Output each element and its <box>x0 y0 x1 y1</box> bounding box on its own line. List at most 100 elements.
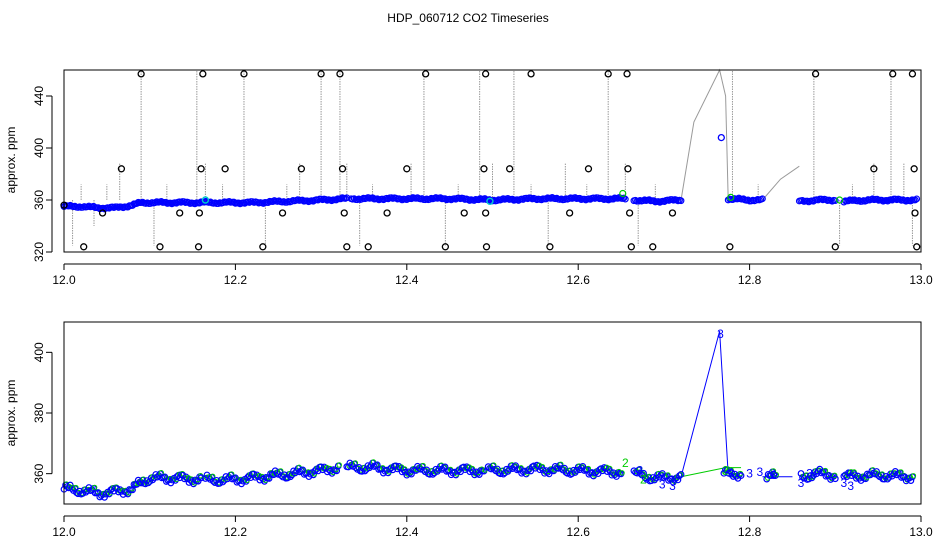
series-number-label: 3 <box>746 467 753 481</box>
blue-data-point <box>441 195 449 203</box>
blue-data-point <box>873 195 881 203</box>
black-outlier-point <box>338 165 347 173</box>
bottom-y-tick-label: 400 <box>32 342 46 362</box>
black-outlier-point <box>481 209 490 217</box>
blue-data-point <box>264 199 272 207</box>
black-outlier-point <box>194 243 203 251</box>
blue-data-point <box>907 477 915 485</box>
green-data-point <box>727 193 735 201</box>
black-outlier-point <box>584 165 593 173</box>
bottom-x-tick-label: 12.2 <box>224 525 248 539</box>
cyan-data-point <box>486 197 494 206</box>
blue-data-point <box>407 195 415 203</box>
black-outlier-point <box>221 165 229 173</box>
black-outlier-point <box>199 70 207 78</box>
blue-data-point <box>216 479 224 487</box>
blue-data-point <box>332 196 340 204</box>
blue-data-point <box>677 470 685 478</box>
black-outlier-point <box>482 243 491 251</box>
black-outlier-point <box>668 209 677 217</box>
blue-data-point <box>799 196 806 204</box>
series-number-label: 3 <box>717 327 724 341</box>
top-y-tick-label: 320 <box>32 242 46 262</box>
black-outlier-point <box>422 70 430 78</box>
blue-data-point <box>845 197 852 205</box>
black-outlier-point <box>176 209 184 217</box>
gray-connector-line <box>762 165 800 201</box>
series-number-label: 2 <box>640 473 647 487</box>
black-outlier-point <box>403 165 411 173</box>
black-outlier-point <box>195 209 204 217</box>
top-y-tick-label: 360 <box>32 190 46 210</box>
blue-data-point <box>162 198 170 206</box>
bottom-x-tick-label: 12.4 <box>395 525 419 539</box>
blue-data-point <box>674 476 682 484</box>
black-outlier-point <box>480 165 488 173</box>
bottom-x-tick-label: 12.8 <box>738 525 762 539</box>
black-outlier-point <box>364 243 372 251</box>
blue-data-point <box>744 196 752 204</box>
blue-data-point <box>576 194 584 202</box>
bottom-x-tick-label: 13.0 <box>909 525 933 539</box>
blue-data-point <box>677 197 685 205</box>
black-outlier-point <box>565 209 574 217</box>
blue-data-point <box>157 198 165 205</box>
top-panel-data <box>60 68 921 251</box>
blue-data-point <box>913 195 921 203</box>
black-outlier-point <box>156 243 164 251</box>
green-data-point <box>910 473 917 479</box>
green-data-point <box>82 486 88 492</box>
blue-data-point <box>907 197 914 205</box>
black-outlier-point <box>441 243 450 251</box>
blue-data-point <box>418 195 426 202</box>
green-data-point <box>822 467 829 474</box>
series-number-label: 3 <box>847 479 854 493</box>
blue-data-point <box>475 196 483 204</box>
bottom-x-tick-label: 12.0 <box>52 525 76 539</box>
blue-data-point <box>437 194 444 202</box>
black-outlier-point <box>317 70 325 78</box>
green-data-point <box>91 484 98 491</box>
green-data-point <box>469 465 476 472</box>
blue-data-point <box>620 194 628 202</box>
blue-data-point <box>90 202 98 210</box>
series-number-label: 3 <box>637 464 644 478</box>
black-outlier-point <box>297 165 306 173</box>
blue-data-point <box>94 204 102 212</box>
figure-title: HDP_060712 CO2 Timeseries <box>387 11 548 25</box>
top-x-tick-label: 13.0 <box>909 273 933 287</box>
black-outlier-point <box>625 209 634 217</box>
series-number-label: 3 <box>659 477 666 491</box>
black-outlier-point <box>910 165 918 173</box>
blue-data-point <box>888 196 896 204</box>
black-outlier-point <box>831 243 839 251</box>
blue-data-point <box>369 194 377 202</box>
blue-data-point <box>490 465 498 473</box>
top-panel-frame <box>63 69 922 253</box>
top-x-tick-label: 12.2 <box>224 273 248 287</box>
black-outlier-point <box>117 165 126 173</box>
top-panel: 12.0 12.2 12.4 12.6 12.8 13.0 320 360 400 440 app… <box>4 68 933 287</box>
blue-data-point <box>737 472 745 480</box>
blue-data-point <box>191 200 199 208</box>
black-outlier-point <box>137 70 145 78</box>
black-outlier-point <box>383 209 391 217</box>
blue-data-point <box>885 473 893 481</box>
series-number-label: 3 <box>727 467 734 481</box>
series-number-label: 3 <box>669 479 676 493</box>
blue-data-point <box>420 466 428 474</box>
blue-series-line <box>680 330 729 477</box>
blue-data-point <box>395 463 403 470</box>
bottom-panel-frame <box>63 321 922 505</box>
black-outlier-point <box>460 209 468 217</box>
green-data-point <box>728 467 734 473</box>
series-number-label: 3 <box>770 468 777 482</box>
black-outlier-point <box>505 165 514 173</box>
blue-data-point <box>508 195 516 203</box>
series-number-label: 2 <box>622 456 629 470</box>
blue-data-point <box>79 490 87 497</box>
green-data-point <box>832 472 838 478</box>
black-outlier-point <box>649 243 657 251</box>
blue-data-point <box>911 196 919 204</box>
